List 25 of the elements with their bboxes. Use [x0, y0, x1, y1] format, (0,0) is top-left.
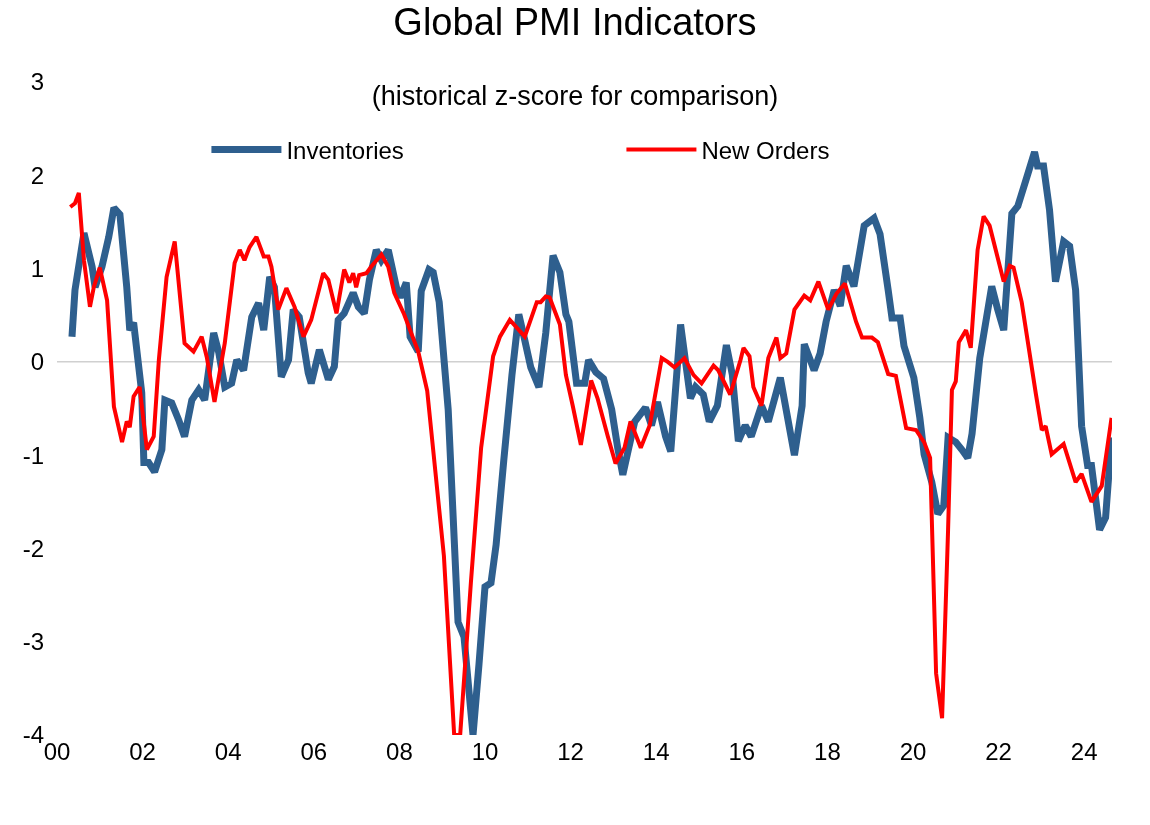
- x-tick-label: 16: [728, 738, 756, 765]
- x-tick-label: 24: [1070, 738, 1098, 765]
- x-tick-label: 06: [300, 738, 328, 765]
- y-tick-label: -2: [22, 534, 44, 562]
- chart-title: Global PMI Indicators: [393, 0, 757, 43]
- x-tick-label: 10: [471, 738, 499, 765]
- y-tick-label: -1: [22, 441, 44, 469]
- x-tick-label: 02: [129, 738, 156, 765]
- x-tick-label: 04: [214, 738, 242, 765]
- x-tick-label: 00: [43, 738, 71, 765]
- y-tick-label: -3: [22, 628, 44, 656]
- chart-subtitle: (historical z-score for comparison): [371, 80, 779, 111]
- y-tick-label: 3: [30, 68, 44, 96]
- x-tick-label: 18: [814, 738, 841, 765]
- x-tick-label: 12: [557, 738, 584, 765]
- legend-label: Inventories: [286, 136, 404, 164]
- x-tick-label: 08: [386, 738, 413, 765]
- y-tick-label: 2: [30, 161, 44, 189]
- legend-label: New Orders: [701, 136, 830, 164]
- y-tick-label: -4: [22, 721, 44, 749]
- x-tick-label: 14: [642, 738, 670, 765]
- y-tick-label: 1: [30, 254, 44, 282]
- x-tick-label: 20: [899, 738, 927, 765]
- x-tick-label: 22: [985, 738, 1012, 765]
- y-tick-label: 0: [30, 348, 44, 376]
